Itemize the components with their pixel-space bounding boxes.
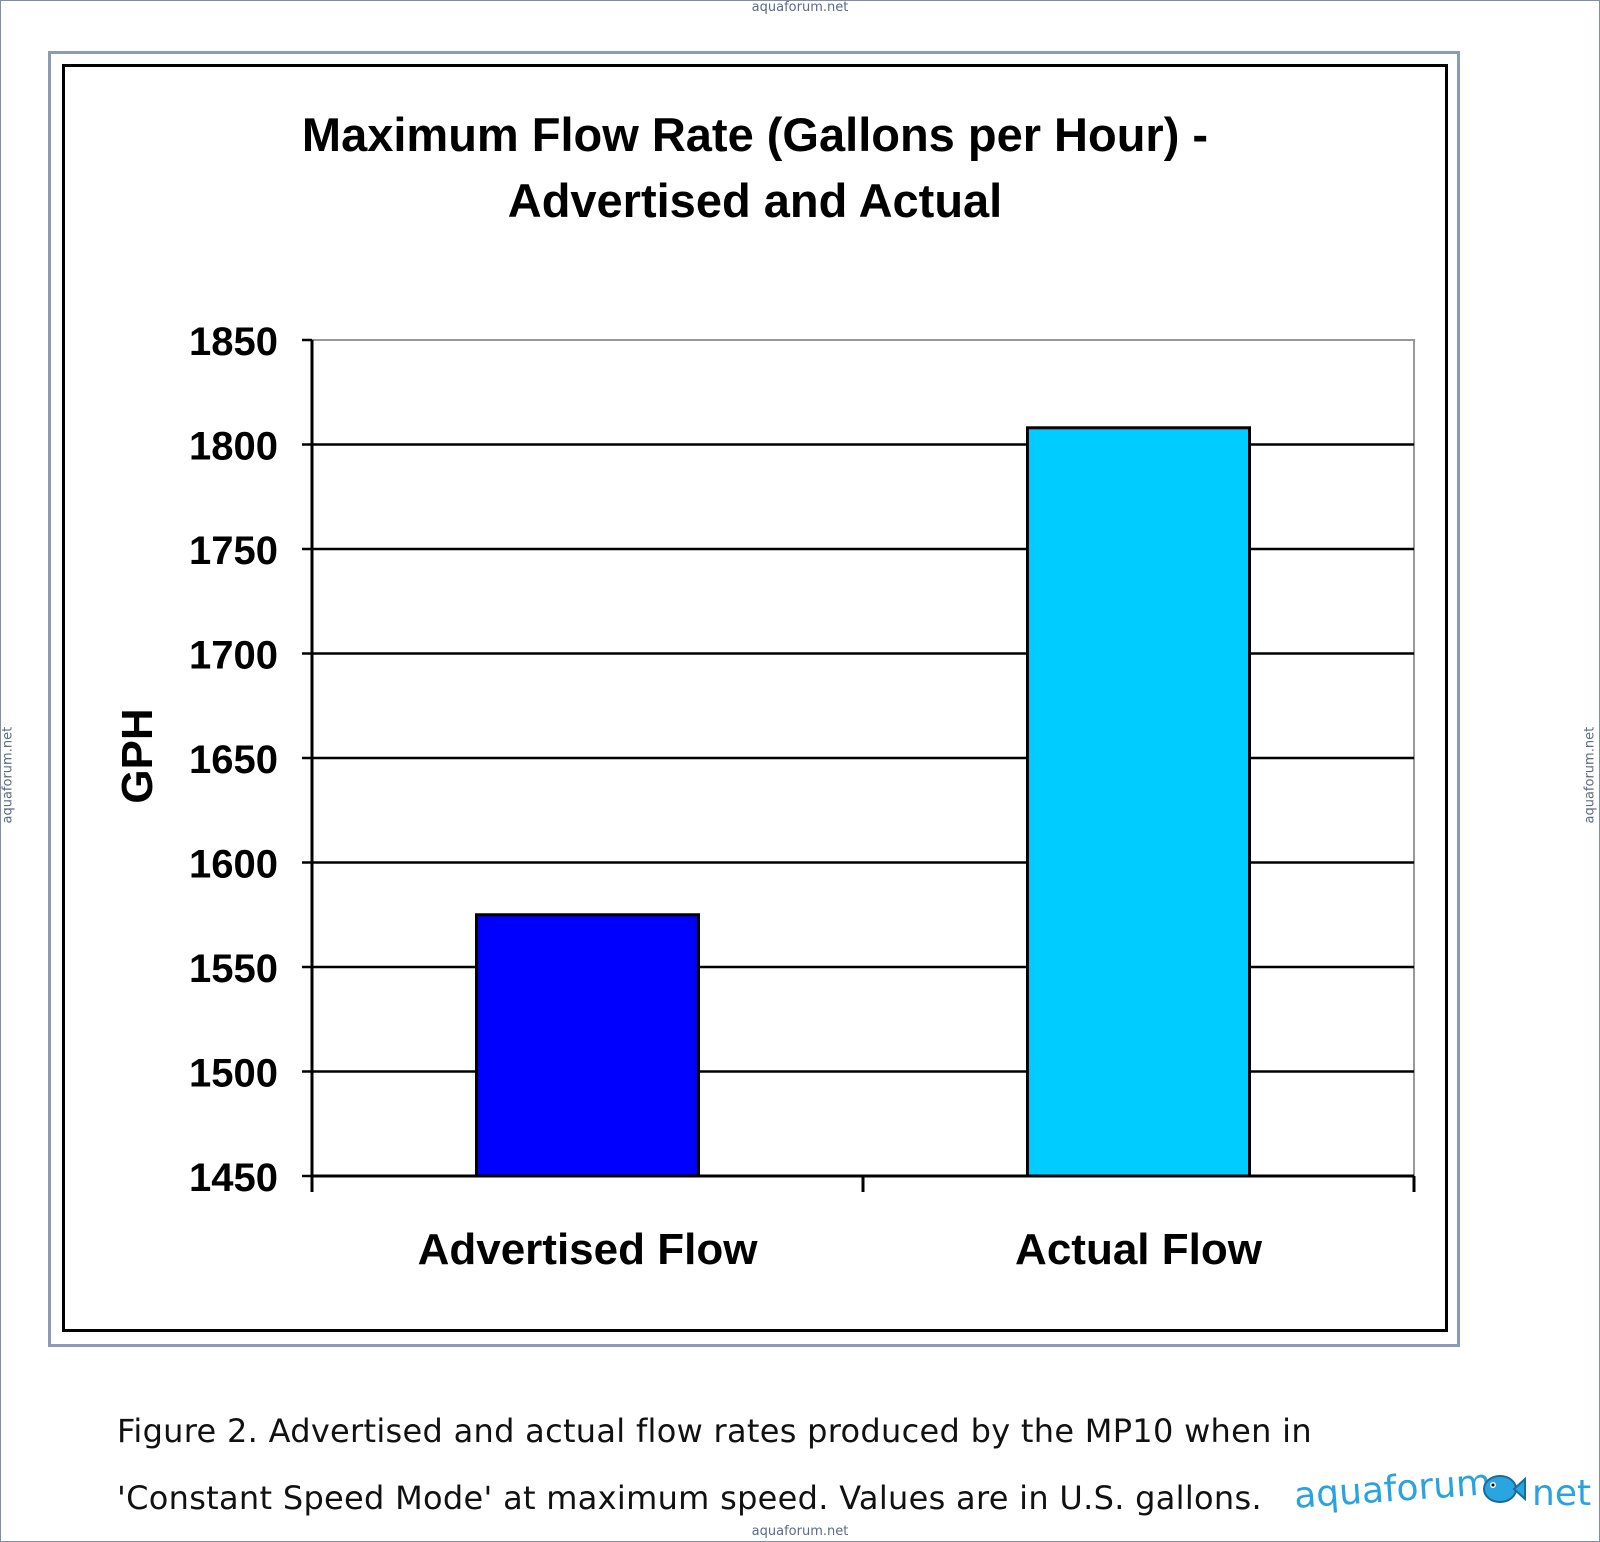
y-tick-label: 1800 (189, 425, 278, 469)
chart-title-line2: Advertised and Actual (507, 174, 1003, 227)
y-tick-label: 1700 (189, 634, 278, 678)
y-tick-label: 1450 (189, 1156, 278, 1200)
caption-line2: 'Constant Speed Mode' at maximum speed. … (117, 1479, 1262, 1517)
bar-1 (475, 913, 700, 1178)
x-category-label: Advertised Flow (418, 1225, 759, 1274)
fish-logo-icon (1483, 1475, 1526, 1503)
y-tick-label: 1500 (189, 1052, 278, 1096)
brand-right-text: net (1532, 1473, 1592, 1514)
y-tick-label: 1600 (189, 843, 278, 887)
caption-line1: Figure 2. Advertised and actual flow rat… (117, 1412, 1312, 1450)
y-tick-label: 1550 (189, 947, 278, 991)
brand-watermark: aquaforum net (1292, 1462, 1594, 1533)
figure-caption: Figure 2. Advertised and actual flow rat… (117, 1398, 1312, 1532)
watermark-bottom: aquaforum.net (751, 1524, 849, 1539)
brand-left-text: aquaforum (1292, 1462, 1493, 1517)
chart-title-line1: Maximum Flow Rate (Gallons per Hour) - (301, 108, 1209, 161)
watermark-top: aquaforum.net (751, 0, 849, 15)
y-tick-label: 1750 (189, 529, 278, 573)
y-tick-label: 1650 (189, 738, 278, 782)
bar-2 (1026, 426, 1251, 1178)
x-category-label: Actual Flow (1015, 1225, 1263, 1274)
y-tick-label: 1850 (189, 320, 278, 364)
y-axis-label: GPH (113, 708, 162, 803)
chart-title: Maximum Flow Rate (Gallons per Hour) - A… (62, 102, 1448, 234)
